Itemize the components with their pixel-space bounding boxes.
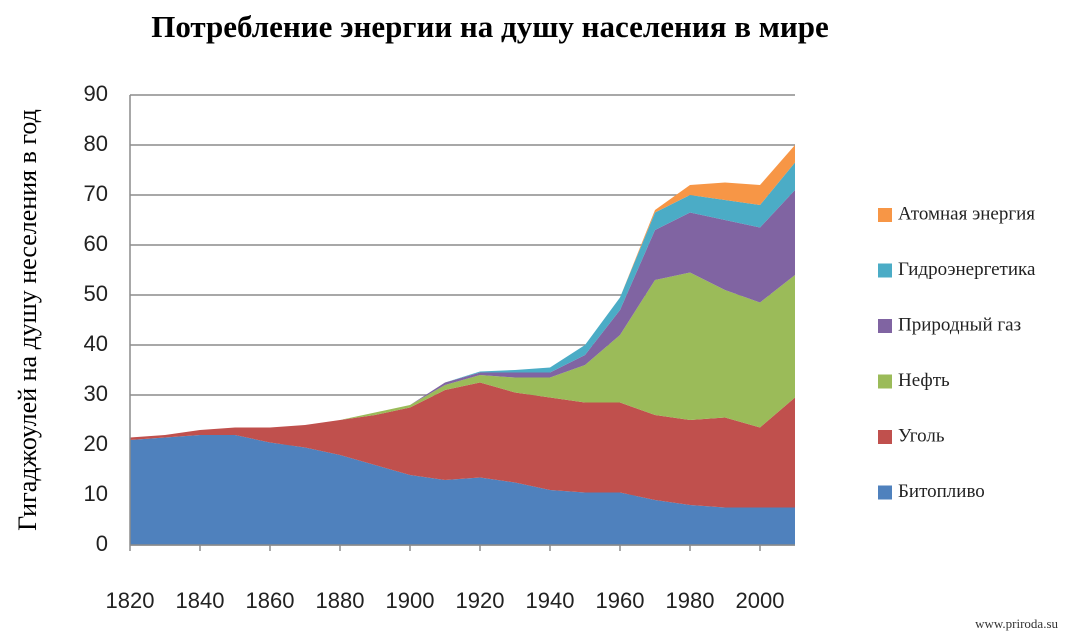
y-tick-label: 20	[84, 431, 108, 456]
area	[130, 382, 795, 508]
x-tick-label: 1960	[596, 588, 645, 613]
legend-swatch	[878, 485, 892, 500]
y-tick-label: 30	[84, 381, 108, 406]
x-tick-label: 2000	[736, 588, 785, 613]
area	[130, 272, 795, 438]
x-tick-label: 1860	[246, 588, 295, 613]
x-tick-label: 1920	[456, 588, 505, 613]
legend-swatch	[878, 319, 892, 333]
area	[130, 435, 795, 545]
x-tick-label: 1940	[526, 588, 575, 613]
x-tick-label: 1840	[176, 588, 225, 613]
y-tick-label: 60	[84, 231, 108, 256]
y-axis-label: Гигаджоулей на душу неселения в год	[13, 109, 42, 531]
x-tick-label: 1980	[666, 588, 715, 613]
y-tick-label: 90	[84, 81, 108, 106]
legend-label: Природный газ	[898, 314, 1021, 335]
legend-label: Нефть	[898, 370, 950, 391]
legend-swatch	[878, 374, 892, 389]
y-tick-label: 50	[84, 281, 108, 306]
y-tick-label: 10	[84, 481, 108, 506]
legend-label: Битопливо	[898, 481, 985, 502]
y-tick-label: 40	[84, 331, 108, 356]
x-tick-label: 1900	[386, 588, 435, 613]
legend-swatch	[878, 208, 892, 222]
legend-swatch	[878, 263, 892, 278]
y-tick-label: 0	[96, 531, 108, 556]
x-tick-label: 1880	[316, 588, 365, 613]
legend-swatch	[878, 430, 892, 444]
y-tick-label: 70	[84, 181, 108, 206]
legend-label: Уголь	[898, 425, 945, 446]
source: www.priroda.su	[975, 616, 1058, 631]
chart-title: Потребление энергии на душу населения в …	[151, 9, 829, 44]
legend-label: Атомная энергия	[898, 203, 1035, 224]
x-tick-label: 1820	[106, 588, 155, 613]
y-tick-label: 80	[84, 131, 108, 156]
legend-label: Гидроэнергетика	[898, 259, 1036, 280]
